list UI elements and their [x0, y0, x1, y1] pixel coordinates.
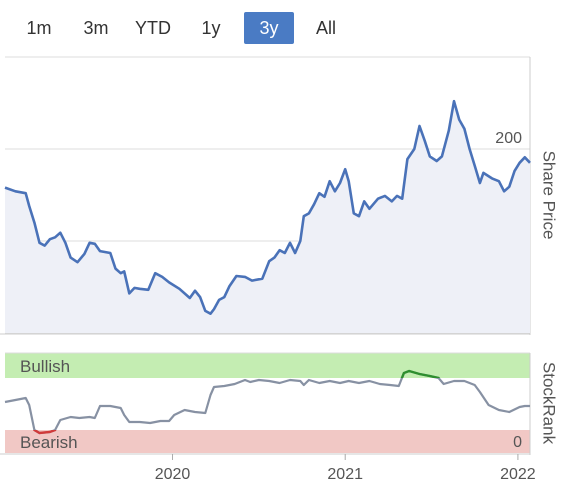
line: [4, 369, 530, 435]
band-label: Bearish: [20, 433, 78, 452]
y-tick-label: 0: [513, 434, 522, 451]
band: [5, 353, 530, 378]
x-tick-label: 2020: [155, 466, 191, 483]
y-axis-label: Share Price: [540, 151, 559, 240]
range-button[interactable]: YTD: [135, 18, 171, 38]
x-tick-label: 2021: [327, 466, 363, 483]
y-tick-label: 200: [495, 130, 522, 147]
y-axis-label: StockRank: [540, 362, 559, 445]
line: [4, 99, 531, 315]
range-button[interactable]: 3y: [244, 12, 294, 44]
range-button[interactable]: All: [315, 18, 336, 38]
range-button[interactable]: 1m: [26, 18, 52, 38]
band: [5, 430, 530, 453]
x-tick-label: 2022: [500, 466, 536, 483]
band-label: Bullish: [20, 357, 70, 376]
range-button[interactable]: 1y: [201, 18, 221, 38]
range-button[interactable]: 3m: [83, 18, 109, 38]
area: [5, 101, 530, 333]
